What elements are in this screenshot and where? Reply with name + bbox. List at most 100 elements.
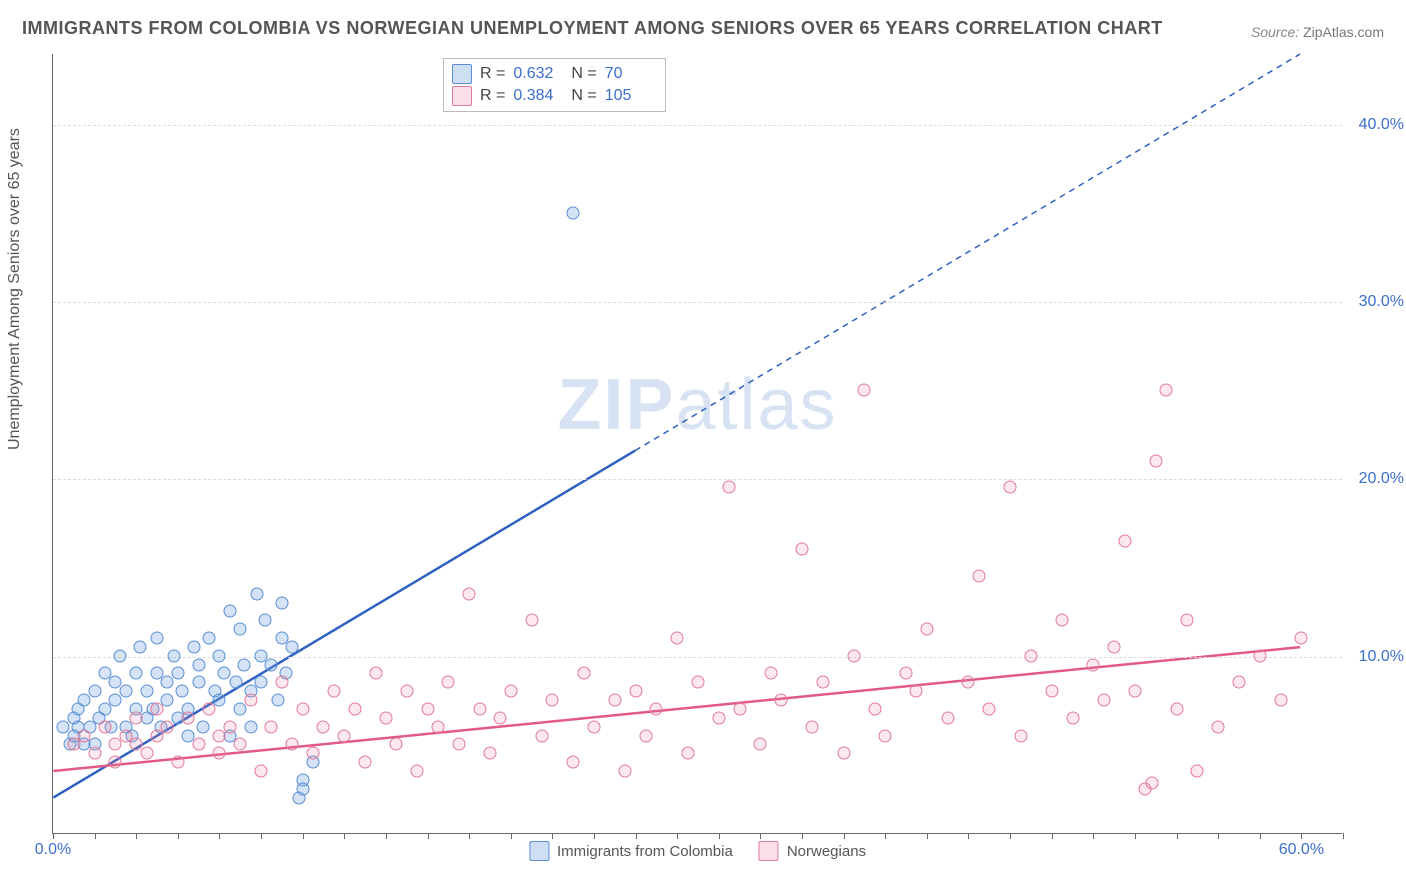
data-point-norwegians (619, 764, 632, 777)
data-point-norwegians (764, 667, 777, 680)
data-point-norwegians (733, 702, 746, 715)
data-point-norwegians (1180, 614, 1193, 627)
source-site: ZipAtlas.com (1303, 24, 1384, 40)
y-axis-label: Unemployment Among Seniors over 65 years (6, 128, 24, 450)
x-tick (386, 833, 387, 839)
data-point-norwegians (1097, 694, 1110, 707)
data-point-norwegians (983, 702, 996, 715)
data-point-colombia (167, 649, 180, 662)
data-point-norwegians (327, 685, 340, 698)
data-point-norwegians (1212, 720, 1225, 733)
data-point-norwegians (182, 711, 195, 724)
x-tick (636, 833, 637, 839)
data-point-norwegians (816, 676, 829, 689)
data-point-norwegians (255, 764, 268, 777)
y-tick-label: 20.0% (1359, 470, 1404, 488)
data-point-colombia (161, 694, 174, 707)
data-point-norwegians (650, 702, 663, 715)
data-point-norwegians (1149, 454, 1162, 467)
data-point-norwegians (525, 614, 538, 627)
data-point-norwegians (1274, 694, 1287, 707)
data-point-norwegians (88, 747, 101, 760)
data-point-norwegians (879, 729, 892, 742)
data-point-norwegians (265, 720, 278, 733)
data-point-colombia (213, 649, 226, 662)
data-point-norwegians (99, 720, 112, 733)
data-point-colombia (271, 694, 284, 707)
data-point-colombia (230, 676, 243, 689)
data-point-norwegians (1295, 632, 1308, 645)
swatch-pink-icon (759, 841, 779, 861)
x-tick (844, 833, 845, 839)
gridline-h (53, 479, 1342, 480)
data-point-norwegians (1145, 777, 1158, 790)
x-tick (927, 833, 928, 839)
data-point-colombia (196, 720, 209, 733)
data-point-norwegians (671, 632, 684, 645)
data-point-colombia (259, 614, 272, 627)
x-tick (1010, 833, 1011, 839)
x-tick (303, 833, 304, 839)
data-point-colombia (130, 667, 143, 680)
data-point-norwegians (1024, 649, 1037, 662)
x-tick (261, 833, 262, 839)
x-tick (1260, 833, 1261, 839)
x-tick (511, 833, 512, 839)
legend-label-colombia: Immigrants from Colombia (557, 843, 733, 860)
x-tick-label: 60.0% (1279, 841, 1324, 859)
data-point-colombia (192, 676, 205, 689)
data-point-norwegians (307, 747, 320, 760)
data-point-norwegians (639, 729, 652, 742)
x-tick (552, 833, 553, 839)
data-point-norwegians (317, 720, 330, 733)
x-tick (136, 833, 137, 839)
data-point-norwegians (504, 685, 517, 698)
data-point-colombia (134, 640, 147, 653)
data-point-norwegians (587, 720, 600, 733)
x-tick (1093, 833, 1094, 839)
data-point-norwegians (1118, 534, 1131, 547)
data-point-norwegians (972, 569, 985, 582)
data-point-norwegians (234, 738, 247, 751)
data-point-norwegians (140, 747, 153, 760)
data-point-norwegians (171, 756, 184, 769)
legend-item-colombia: Immigrants from Colombia (529, 841, 733, 861)
data-point-norwegians (286, 738, 299, 751)
data-point-norwegians (296, 702, 309, 715)
data-point-colombia (244, 720, 257, 733)
data-point-colombia (234, 623, 247, 636)
data-point-norwegians (858, 383, 871, 396)
data-point-colombia (275, 596, 288, 609)
x-tick (428, 833, 429, 839)
data-point-colombia (171, 667, 184, 680)
legend-label-norwegians: Norwegians (787, 843, 866, 860)
legend-series: Immigrants from Colombia Norwegians (529, 841, 866, 861)
gridline-h (53, 125, 1342, 126)
data-point-norwegians (712, 711, 725, 724)
data-point-norwegians (130, 711, 143, 724)
x-tick (219, 833, 220, 839)
data-point-norwegians (806, 720, 819, 733)
x-tick (719, 833, 720, 839)
x-tick (677, 833, 678, 839)
data-point-norwegians (348, 702, 361, 715)
data-point-colombia (113, 649, 126, 662)
data-point-norwegians (1253, 649, 1266, 662)
data-point-norwegians (775, 694, 788, 707)
data-point-norwegians (442, 676, 455, 689)
data-point-norwegians (275, 676, 288, 689)
data-point-norwegians (796, 543, 809, 556)
data-point-norwegians (1128, 685, 1141, 698)
data-point-norwegians (900, 667, 913, 680)
data-point-colombia (188, 640, 201, 653)
data-point-colombia (223, 605, 236, 618)
data-point-norwegians (431, 720, 444, 733)
data-point-norwegians (494, 711, 507, 724)
data-point-norwegians (546, 694, 559, 707)
x-tick (885, 833, 886, 839)
data-point-norwegians (473, 702, 486, 715)
x-tick (1052, 833, 1053, 839)
data-point-norwegians (379, 711, 392, 724)
data-point-colombia (213, 694, 226, 707)
data-point-norwegians (452, 738, 465, 751)
